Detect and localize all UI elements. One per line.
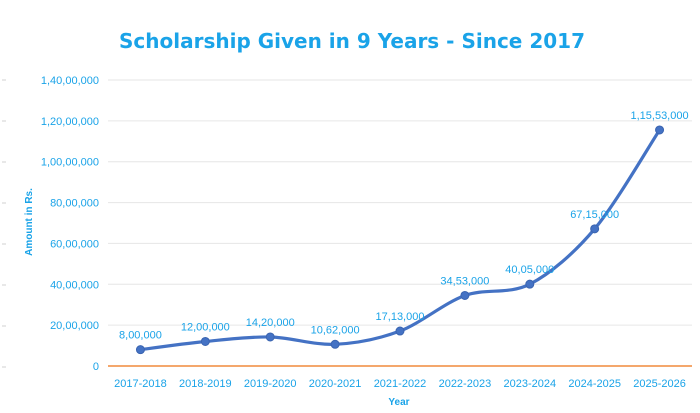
x-axis-ticks: 2017-2018 2018-2019 2019-2020 2020-2021 2021… — [114, 378, 686, 390]
x-tick-label: 2019-2020 — [244, 378, 297, 390]
left-edge-ticks — [2, 79, 6, 368]
gridlines — [108, 79, 692, 326]
data-label: 40,05,000 — [505, 264, 554, 276]
y-tick-label: 1,20,00,000 — [41, 116, 99, 128]
x-tick-label: 2024-2025 — [568, 378, 621, 390]
data-point — [590, 224, 600, 234]
data-label: 17,13,000 — [376, 311, 425, 323]
data-label: 12,00,000 — [181, 321, 230, 333]
data-point — [330, 339, 340, 349]
y-tick-label: 20,00,000 — [50, 320, 99, 332]
data-point — [460, 290, 470, 300]
x-tick-label: 2018-2019 — [179, 378, 232, 390]
y-tick-label: 40,00,000 — [50, 279, 99, 291]
data-point — [655, 125, 665, 135]
data-label: 10,62,000 — [311, 324, 360, 336]
y-axis-ticks: 0 20,00,000 40,00,000 60,00,000 80,00,000 1,0… — [41, 75, 99, 373]
x-tick-label: 2020-2021 — [309, 378, 362, 390]
x-tick-label: 2025-2026 — [633, 378, 686, 390]
x-axis-title: Year — [388, 397, 409, 408]
data-point — [265, 332, 275, 342]
data-label: 1,15,53,000 — [630, 110, 688, 122]
y-axis-title: Amount in Rs. — [24, 188, 35, 256]
x-tick-label: 2022-2023 — [439, 378, 492, 390]
data-label: 14,20,000 — [246, 317, 295, 329]
data-label: 34,53,000 — [440, 275, 489, 287]
x-tick-label: 2021-2022 — [374, 378, 427, 390]
data-label: 67,15,000 — [570, 209, 619, 221]
data-point — [395, 326, 405, 336]
chart-title: Scholarship Given in 9 Years - Since 201… — [119, 29, 585, 53]
data-point — [200, 336, 210, 346]
y-tick-label: 0 — [93, 361, 99, 373]
data-label: 8,00,000 — [119, 330, 162, 342]
data-labels: 8,00,000 12,00,000 14,20,000 10,62,000 17,13… — [119, 110, 689, 342]
y-tick-label: 1,40,00,000 — [41, 75, 99, 87]
data-point — [525, 279, 535, 289]
x-tick-label: 2017-2018 — [114, 378, 167, 390]
y-tick-label: 60,00,000 — [50, 238, 99, 250]
data-points — [135, 125, 665, 355]
x-tick-label: 2023-2024 — [503, 378, 556, 390]
y-tick-label: 1,00,00,000 — [41, 157, 99, 169]
data-point — [135, 345, 145, 355]
y-tick-label: 80,00,000 — [50, 198, 99, 210]
